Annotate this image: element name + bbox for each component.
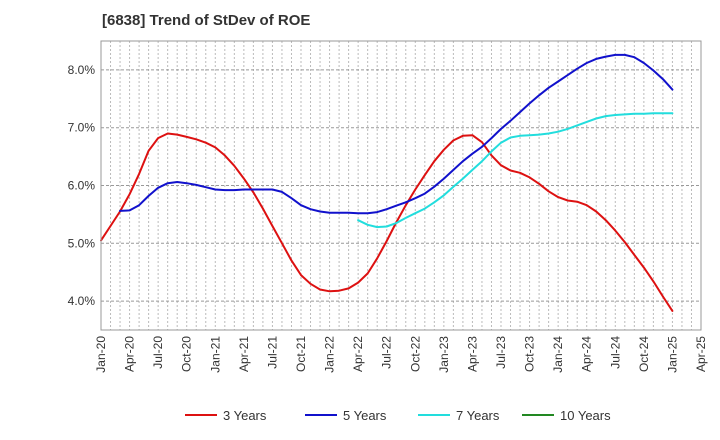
x-tick-label: Jan-22 [323, 336, 337, 373]
legend-label: 7 Years [456, 408, 500, 423]
y-axis: 4.0% 5.0% 6.0% 7.0% 8.0% [68, 63, 96, 308]
legend-item: 3 Years [185, 408, 267, 423]
plot-frame [100, 40, 702, 331]
y-tick-label: 5.0% [68, 236, 96, 250]
x-tick-label: Jul-20 [151, 336, 165, 369]
x-tick-label: Oct-22 [408, 336, 422, 372]
series-line [119, 53, 674, 215]
y-tick-label: 8.0% [68, 63, 96, 77]
x-tick-label: Jul-21 [265, 336, 279, 369]
legend-label: 3 Years [223, 408, 267, 423]
legend-item: 10 Years [522, 408, 611, 423]
y-tick-label: 7.0% [68, 121, 96, 135]
chart-title: [6838] Trend of StDev of ROE [102, 12, 310, 29]
x-tick-label: Apr-20 [123, 336, 137, 372]
x-tick-label: Jan-24 [551, 336, 565, 373]
legend-label: 10 Years [560, 408, 611, 423]
legend-item: 7 Years [418, 408, 500, 423]
legend-label: 5 Years [343, 408, 387, 423]
x-tick-label: Jan-20 [94, 336, 108, 373]
x-axis: Jan-20 Apr-20 Jul-20 Oct-20 Jan-21 Apr-21 Jul-… [94, 336, 708, 373]
x-tick-label: Apr-21 [237, 336, 251, 372]
x-tick-label: Jan-25 [665, 336, 679, 373]
grid-lines [100, 41, 702, 330]
legend-item: 5 Years [305, 408, 387, 423]
y-tick-label: 4.0% [68, 294, 96, 308]
series-line [357, 112, 674, 229]
x-tick-label: Jan-23 [437, 336, 451, 373]
x-tick-label: Oct-24 [637, 336, 651, 372]
y-tick-label: 6.0% [68, 179, 96, 193]
legend: 3 Years 5 Years 7 Years 10 Years [185, 408, 611, 423]
x-tick-label: Oct-20 [180, 336, 194, 372]
x-tick-label: Apr-23 [465, 336, 479, 372]
x-tick-label: Apr-22 [351, 336, 365, 372]
series-lines [100, 53, 674, 312]
x-tick-label: Jul-24 [608, 336, 622, 369]
x-tick-label: Oct-23 [523, 336, 537, 372]
x-tick-label: Jul-23 [494, 336, 508, 369]
x-tick-label: Oct-21 [294, 336, 308, 372]
series-line [100, 132, 674, 312]
x-tick-label: Jul-22 [380, 336, 394, 369]
x-tick-label: Apr-24 [580, 336, 594, 372]
x-tick-label: Jan-21 [208, 336, 222, 373]
x-tick-label: Apr-25 [694, 336, 708, 372]
